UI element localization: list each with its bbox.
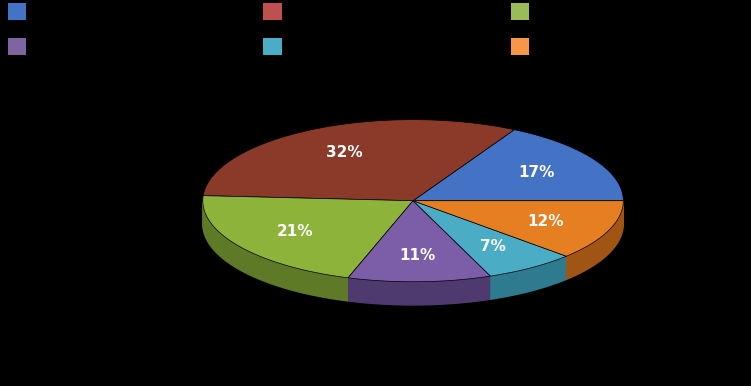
Polygon shape	[490, 256, 566, 299]
FancyBboxPatch shape	[511, 3, 529, 20]
Polygon shape	[203, 201, 348, 301]
Text: 21%: 21%	[276, 224, 313, 239]
FancyBboxPatch shape	[511, 37, 529, 55]
Polygon shape	[566, 201, 623, 279]
FancyBboxPatch shape	[263, 37, 282, 55]
Polygon shape	[566, 201, 623, 279]
Polygon shape	[204, 120, 514, 201]
Text: 11%: 11%	[400, 248, 436, 263]
Polygon shape	[348, 276, 490, 305]
Text: 17%: 17%	[518, 165, 554, 180]
Polygon shape	[490, 256, 566, 299]
Polygon shape	[413, 130, 623, 201]
FancyBboxPatch shape	[8, 3, 26, 20]
FancyBboxPatch shape	[263, 3, 282, 20]
Polygon shape	[348, 276, 490, 305]
Polygon shape	[203, 202, 348, 301]
Polygon shape	[413, 201, 623, 256]
Text: 7%: 7%	[481, 239, 506, 254]
Text: 32%: 32%	[326, 145, 363, 160]
FancyBboxPatch shape	[8, 37, 26, 55]
Text: 12%: 12%	[528, 213, 564, 229]
Polygon shape	[413, 201, 566, 276]
Polygon shape	[348, 201, 490, 282]
Polygon shape	[203, 196, 413, 278]
